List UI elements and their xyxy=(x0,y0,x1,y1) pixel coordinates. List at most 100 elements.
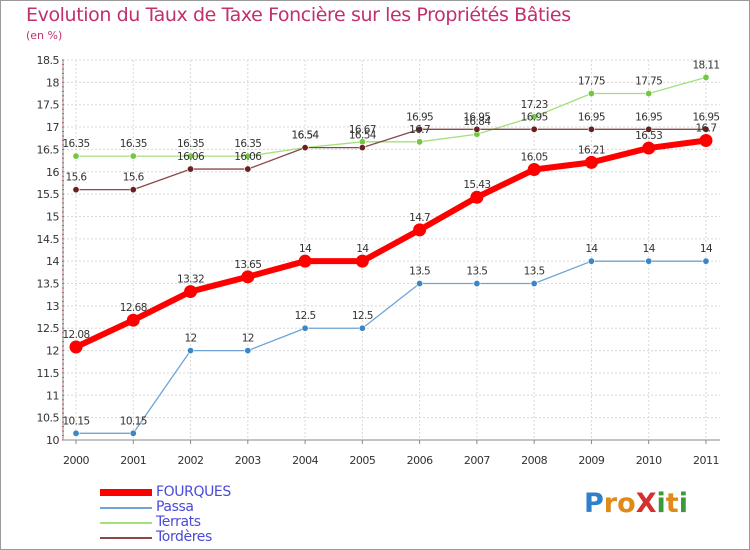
y-tick-label: 12.5 xyxy=(37,322,60,335)
x-tick-label: 2007 xyxy=(464,454,490,467)
data-label-fourques: 13.32 xyxy=(177,274,204,286)
data-point-terrats xyxy=(129,152,137,160)
data-point-tordères xyxy=(129,186,137,194)
y-tick-label: 15.5 xyxy=(37,188,60,201)
data-label-terrats: 17.75 xyxy=(578,76,605,88)
y-tick-label: 15 xyxy=(46,210,59,223)
data-label-passa: 13.5 xyxy=(409,266,430,278)
legend-label: Terrats xyxy=(156,514,201,530)
data-label-terrats: 18.11 xyxy=(692,59,719,71)
legend-swatch xyxy=(100,507,152,509)
data-label-fourques: 14 xyxy=(299,243,312,255)
x-tick-label: 2000 xyxy=(63,454,89,467)
data-point-passa xyxy=(187,347,195,355)
data-label-passa: 13.5 xyxy=(524,266,545,278)
data-label-passa: 14 xyxy=(585,243,598,255)
x-tick-label: 2009 xyxy=(578,454,604,467)
data-label-terrats: 16.35 xyxy=(177,138,204,150)
data-point-fourques xyxy=(584,155,598,169)
logo-letter: t xyxy=(665,488,679,519)
y-tick-label: 16.5 xyxy=(37,143,60,156)
data-label-terrats: 16.84 xyxy=(463,116,491,128)
data-label-terrats: 17.23 xyxy=(521,99,548,111)
data-point-tordères xyxy=(530,125,538,133)
data-label-fourques: 14.7 xyxy=(409,212,430,224)
y-tick-label: 14 xyxy=(46,255,59,268)
legend-label: FOURQUES xyxy=(156,484,231,500)
legend-item-fourques: FOURQUES xyxy=(100,484,300,500)
chart-title: Evolution du Taux de Taxe Foncière sur l… xyxy=(26,4,571,26)
data-label-fourques: 12.08 xyxy=(62,329,89,341)
y-tick-label: 14.5 xyxy=(37,233,60,246)
data-point-fourques xyxy=(413,223,427,237)
x-tick-label: 2011 xyxy=(693,454,719,467)
data-point-fourques xyxy=(642,141,656,155)
data-label-fourques: 16.53 xyxy=(635,130,662,142)
data-label-passa: 10.15 xyxy=(120,415,147,427)
data-label-tordères: 16.95 xyxy=(578,111,605,123)
data-point-fourques xyxy=(298,254,312,268)
data-label-passa: 10.15 xyxy=(62,415,89,427)
data-label-passa: 12.5 xyxy=(295,310,316,322)
y-tick-label: 17 xyxy=(46,121,59,134)
legend-label: Passa xyxy=(156,499,194,515)
data-point-fourques xyxy=(699,133,713,147)
logo-letter: X xyxy=(635,488,657,519)
data-label-tordères: 16.95 xyxy=(406,111,433,123)
x-tick-label: 2002 xyxy=(178,454,204,467)
data-point-terrats xyxy=(530,113,538,121)
x-tick-label: 2004 xyxy=(292,454,318,467)
data-point-tordères xyxy=(587,125,595,133)
data-point-fourques xyxy=(69,340,83,354)
logo-letter: o xyxy=(617,488,636,519)
data-label-tordères: 16.06 xyxy=(234,151,262,163)
proxiti-logo: ProXiti xyxy=(584,488,688,519)
data-point-terrats xyxy=(587,90,595,98)
series-line-fourques xyxy=(74,137,707,350)
y-tick-label: 11 xyxy=(46,389,59,402)
data-label-terrats: 16.35 xyxy=(234,138,261,150)
logo-letter: i xyxy=(656,488,666,519)
y-tick-label: 16 xyxy=(46,166,59,179)
data-point-passa xyxy=(473,280,481,288)
data-label-tordères: 15.6 xyxy=(66,172,88,184)
data-point-tordères xyxy=(645,125,653,133)
x-tick-label: 2001 xyxy=(120,454,146,467)
data-point-fourques xyxy=(470,190,484,204)
logo-letter: P xyxy=(584,488,604,519)
data-point-terrats xyxy=(187,152,195,160)
data-label-passa: 12.5 xyxy=(352,310,373,322)
data-label-terrats: 17.75 xyxy=(635,76,662,88)
data-label-tordères: 15.6 xyxy=(123,172,145,184)
y-tick-label: 11.5 xyxy=(37,367,60,380)
data-label-tordères: 16.95 xyxy=(463,111,490,123)
series-line-passa xyxy=(76,260,706,434)
y-tick-label: 18 xyxy=(46,76,59,89)
y-tick-label: 10.5 xyxy=(37,412,60,425)
series-line-terrats xyxy=(76,76,707,157)
data-point-fourques xyxy=(527,163,541,177)
unit-label: (en %) xyxy=(26,29,63,42)
data-point-fourques xyxy=(355,254,369,268)
data-point-fourques xyxy=(126,313,140,327)
data-label-fourques: 16.21 xyxy=(578,144,605,156)
data-point-passa xyxy=(416,280,424,288)
data-label-passa: 14 xyxy=(643,243,656,255)
data-label-fourques: 16.7 xyxy=(695,122,716,134)
data-point-tordères xyxy=(416,125,424,133)
data-point-passa xyxy=(645,257,653,265)
data-point-fourques xyxy=(241,270,255,284)
data-label-fourques: 16.05 xyxy=(521,152,548,164)
data-point-passa xyxy=(530,280,538,288)
data-point-tordères xyxy=(244,165,252,173)
data-label-terrats: 16.67 xyxy=(349,124,376,136)
legend-item-terrats: Terrats xyxy=(100,514,300,530)
data-point-passa xyxy=(72,429,80,437)
data-point-tordères xyxy=(358,144,366,152)
data-point-tordères xyxy=(72,186,80,194)
legend-item-tordères: Tordères xyxy=(100,529,300,545)
data-label-passa: 12 xyxy=(242,333,254,345)
data-point-terrats xyxy=(416,138,424,146)
x-tick-label: 2005 xyxy=(349,454,375,467)
